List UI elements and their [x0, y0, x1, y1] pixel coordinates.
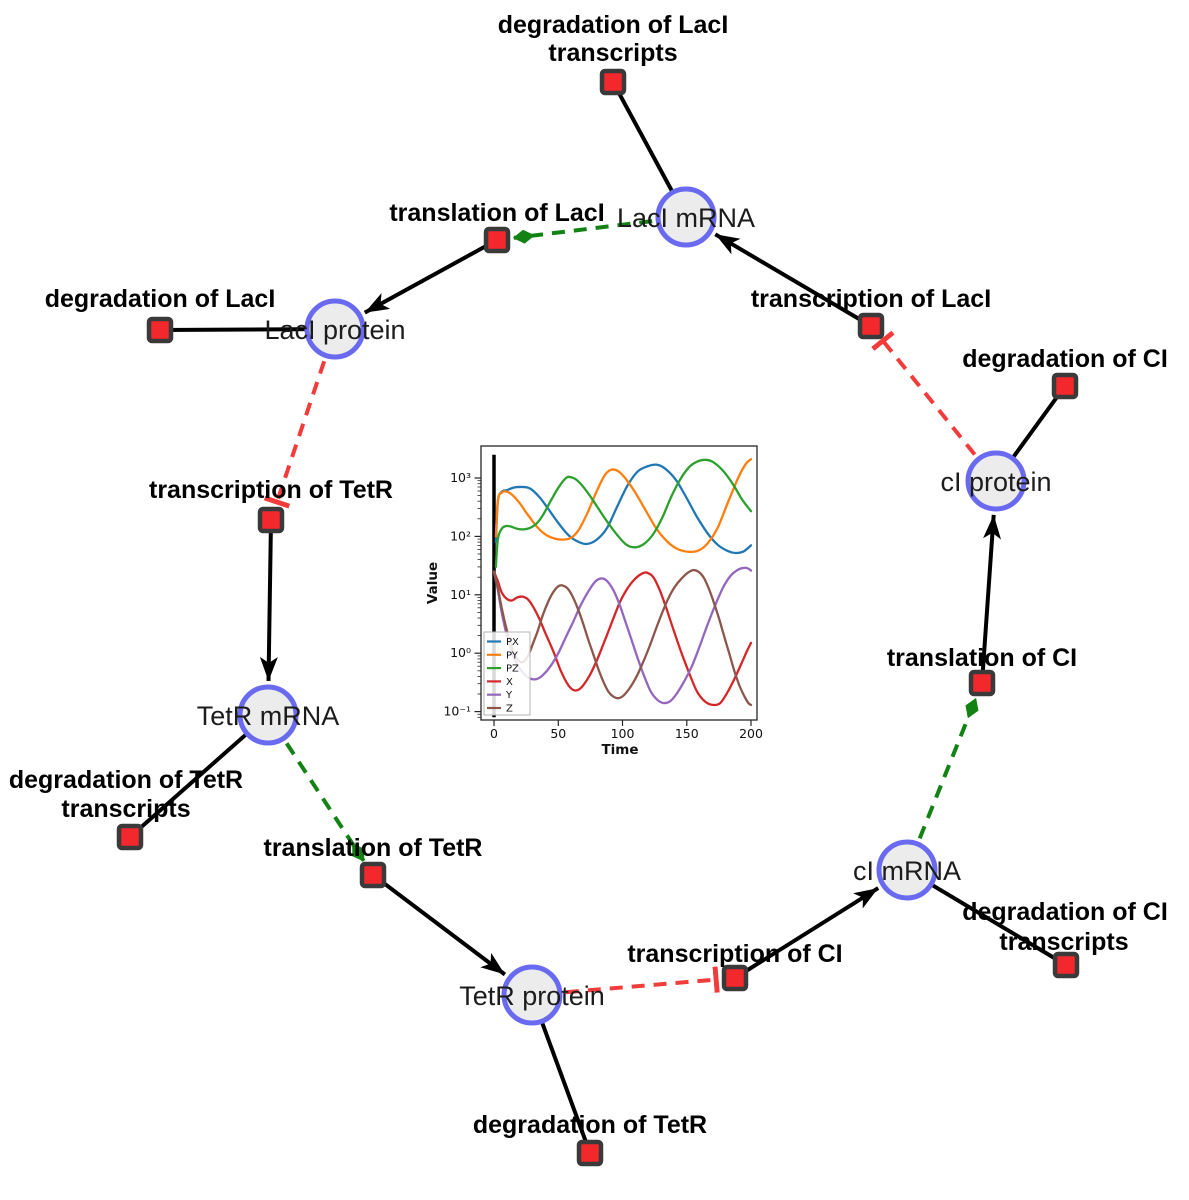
species-node-laci-mrna — [655, 186, 717, 248]
series-line-PX — [494, 463, 753, 555]
edge-tetr-protein-inhibits-transcription-ci — [565, 966, 720, 995]
edge-transcription-laci-to-laci-mrna-arrow — [714, 232, 873, 328]
reaction-nodes — [116, 68, 1080, 1167]
series-line-PY — [494, 458, 753, 554]
reaction-label-degradation-tetr-transcripts-2: transcripts — [61, 795, 190, 823]
reaction-label-translation-ci: translation of CI — [887, 644, 1077, 672]
y-tick-1e1: 10¹ — [450, 587, 471, 602]
reaction-label-degradation-tetr-transcripts-1: degradation of TetR — [9, 766, 243, 794]
legend-label-z: Z — [506, 704, 513, 715]
y-axis: 10³ 10² 10¹ 10⁰ 10⁻¹ Value — [425, 470, 481, 719]
x-axis-title: Time — [601, 742, 638, 758]
x-axis: 0 50 100 150 200 Time — [490, 720, 763, 758]
legend-label-x: X — [506, 677, 513, 688]
y-axis-title: Value — [425, 562, 441, 604]
species-label-laci-mrna: LacI mRNA — [617, 203, 755, 233]
plot-frame — [480, 445, 758, 721]
edge-translation-laci-to-laci-protein-arrow — [363, 238, 498, 315]
reaction-label-degradation-laci: degradation of LacI — [45, 285, 276, 313]
x-tick-100: 100 — [611, 726, 635, 741]
x-tick-50: 50 — [550, 726, 566, 741]
species-label-tetr-mrna: TetR mRNA — [197, 701, 340, 731]
y-tick-1e0: 10⁰ — [450, 645, 471, 660]
legend-label-px: PX — [506, 637, 519, 648]
reaction-label-transcription-laci: transcription of LacI — [751, 285, 991, 313]
reaction-label-translation-tetr: translation of TetR — [264, 834, 483, 862]
legend-label-py: PY — [506, 650, 519, 661]
edge-tetr-mrna-modifies-translation-tetr — [285, 742, 366, 862]
species-label-laci-protein: LacI protein — [264, 315, 405, 345]
reaction-label-degradation-laci-transcripts-1: degradation of LacI — [498, 11, 729, 39]
y-tick-1e2: 10² — [450, 528, 471, 543]
species-label-ci-mrna: cI mRNA — [853, 856, 961, 886]
reaction-node-translation-ci — [968, 669, 996, 697]
reaction-label-degradation-laci-transcripts-2: transcripts — [548, 39, 677, 67]
reaction-node-transcription-ci — [721, 964, 749, 992]
species-node-ci-mrna — [876, 839, 938, 901]
reaction-label-degradation-ci-transcripts-2: transcripts — [999, 928, 1128, 956]
y-tick-1e-1: 10⁻¹ — [443, 704, 471, 719]
reaction-label-degradation-ci: degradation of CI — [962, 345, 1168, 373]
legend-label-pz: PZ — [506, 664, 519, 675]
edge-laci-mrna-modifies-translation-laci — [512, 219, 653, 244]
edge-ci-mrna-modifies-translation-ci — [917, 697, 979, 840]
reaction-node-degradation-laci-transcripts — [599, 68, 627, 96]
edge-translation-ci-to-ci-protein-arrow — [980, 514, 1002, 684]
species-node-tetr-protein — [501, 964, 563, 1026]
reaction-node-degradation-ci-transcripts — [1052, 951, 1080, 979]
species-label-ci-protein: cI protein — [940, 467, 1051, 497]
legend-frame — [483, 631, 531, 716]
series-line-X — [492, 570, 753, 707]
edge-ci-protein-inhibits-transcription-laci — [871, 330, 977, 456]
reaction-node-degradation-tetr — [576, 1139, 604, 1167]
edge-ci-mrna-to-degradation-transcripts — [905, 868, 1068, 967]
species-nodes — [237, 186, 1027, 1026]
reaction-label-degradation-tetr: degradation of TetR — [473, 1111, 707, 1139]
reaction-label-degradation-ci-transcripts-1: degradation of CI — [962, 898, 1168, 926]
reaction-node-degradation-tetr-transcripts — [116, 823, 144, 851]
series-line-PZ — [494, 458, 753, 569]
edge-transcription-tetr-to-tetr-mrna-arrow — [259, 519, 278, 682]
reaction-node-degradation-ci — [1051, 372, 1079, 400]
reaction-label-transcription-ci: transcription of CI — [627, 940, 842, 968]
legend-label-y: Y — [505, 690, 513, 701]
species-node-ci-protein — [965, 450, 1027, 512]
x-tick-0: 0 — [490, 726, 498, 741]
reaction-node-transcription-tetr — [257, 506, 285, 534]
species-node-tetr-mrna — [237, 684, 299, 746]
y-tick-1e3: 10³ — [450, 470, 471, 485]
edge-translation-tetr-to-tetr-protein-arrow — [371, 873, 507, 977]
reaction-label-transcription-tetr: transcription of TetR — [149, 476, 393, 504]
edge-laci-protein-inhibits-transcription-tetr — [263, 360, 327, 509]
edge-transcription-ci-to-ci-mrna-arrow — [733, 886, 880, 980]
x-tick-200: 200 — [739, 726, 763, 741]
chart-legend: PX PY PZ X Y Z — [483, 631, 531, 716]
edge-tetr-mrna-to-degradation-transcripts — [128, 713, 270, 839]
reaction-node-translation-tetr — [359, 861, 387, 889]
x-tick-150: 150 — [675, 726, 699, 741]
reaction-label-translation-laci: translation of LacI — [389, 199, 604, 227]
reaction-node-translation-laci — [483, 226, 511, 254]
labels: LacI mRNA LacI protein TetR mRNA TetR pr… — [9, 11, 1168, 1139]
reaction-node-transcription-laci — [857, 312, 885, 340]
reaction-node-degradation-laci — [146, 316, 174, 344]
species-node-laci-protein — [304, 298, 366, 360]
species-label-tetr-protein: TetR protein — [459, 981, 605, 1011]
inset-chart: 0 50 100 150 200 Time 10³ 10² 10¹ 10⁰ 10… — [420, 436, 782, 772]
